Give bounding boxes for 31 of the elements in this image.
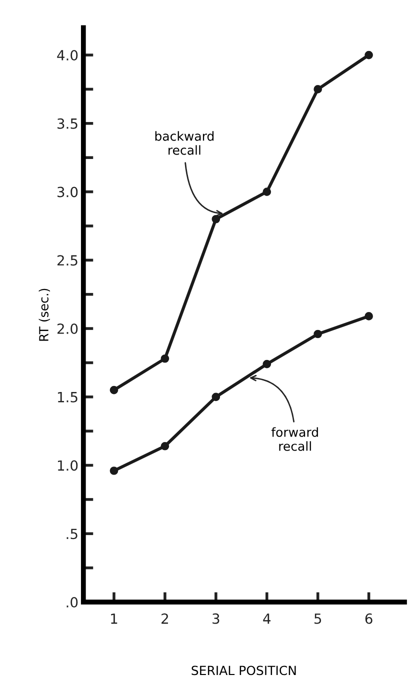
x-tick-label: 2 [162, 613, 168, 624]
annotation: forward recall [271, 427, 318, 451]
point [262, 360, 272, 368]
y-tick-label: 2.0 [57, 324, 78, 334]
y-tick-label: 1.0 [58, 460, 78, 471]
point [314, 85, 322, 94]
point [160, 354, 170, 363]
point [364, 50, 373, 60]
x-axis-title: SERIAL POSITICN [192, 666, 296, 676]
x-tick-label: 6 [365, 613, 372, 624]
x-tick-label: 5 [314, 614, 322, 624]
annotation: backward recall [155, 131, 214, 155]
y-tick-label: 1.5 [58, 392, 78, 402]
point [314, 330, 322, 338]
y-tick-label: 3.5 [58, 118, 78, 129]
y-tick-label: .5 [66, 528, 78, 540]
x-tick-label: 1 [111, 614, 118, 624]
y-axis-title: RT (sec.) [38, 288, 50, 341]
x-tick-label: 4 [263, 614, 271, 624]
point [262, 188, 272, 196]
point [364, 312, 373, 320]
y-tick-label: 2.5 [57, 255, 78, 266]
x-tick-label: 3 [212, 613, 220, 624]
point [212, 214, 220, 224]
y-tick-label: .0 [66, 597, 78, 608]
point [212, 392, 220, 402]
point [110, 386, 118, 394]
point [110, 466, 118, 475]
y-tick-label: 4.0 [57, 50, 78, 61]
y-tick-label: 3.0 [58, 186, 78, 198]
point [160, 442, 170, 450]
